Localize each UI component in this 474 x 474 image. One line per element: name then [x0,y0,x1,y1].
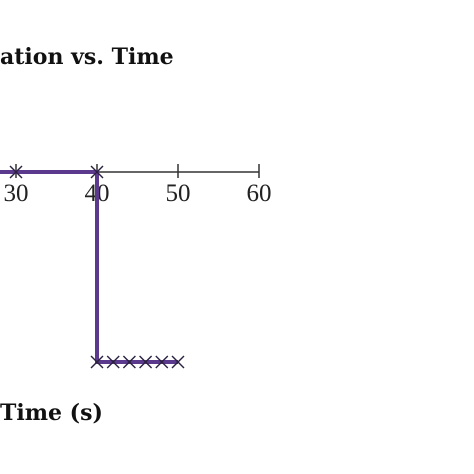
x-tick-label-30: 30 [4,180,29,207]
x-axis-title: Time (s) [0,400,103,426]
data-markers [9,165,185,369]
x-tick-label-50: 50 [166,180,191,207]
data-point-5 [122,355,136,369]
data-point-7 [155,355,169,369]
data-point-8 [171,355,185,369]
data-point-4 [106,355,120,369]
data-point-2 [90,165,104,179]
data-point-3 [90,355,104,369]
data-point-6 [139,355,153,369]
x-tick-label-60: 60 [247,180,272,207]
chart-title: ation vs. Time [0,44,174,70]
data-point-1 [9,165,23,179]
